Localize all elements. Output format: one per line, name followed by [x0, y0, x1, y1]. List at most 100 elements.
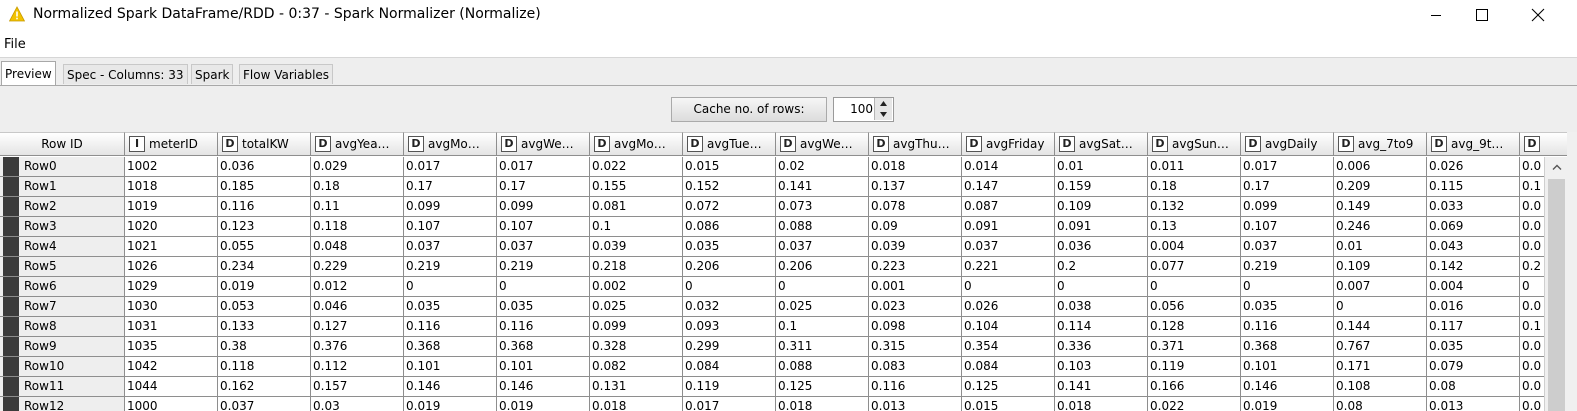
table-cell[interactable]: 0.162 [218, 377, 311, 397]
table-cell[interactable]: 0.081 [590, 197, 683, 217]
table-cell[interactable]: 0.219 [404, 257, 497, 277]
cache-rows-spinner[interactable]: 100 [833, 97, 894, 122]
menu-file[interactable]: File [4, 37, 26, 52]
table-cell[interactable]: 0 [497, 277, 590, 297]
table-cell[interactable]: 0.354 [962, 337, 1055, 357]
table-cell[interactable]: 0.037 [218, 397, 311, 411]
table-cell[interactable]: 0.036 [218, 157, 311, 177]
table-cell[interactable]: 0.125 [776, 377, 869, 397]
table-cell[interactable]: 1030 [125, 297, 218, 317]
table-cell[interactable]: 0.13 [1148, 217, 1241, 237]
table-cell[interactable]: 1020 [125, 217, 218, 237]
table-cell[interactable]: 0.18 [311, 177, 404, 197]
table-cell[interactable]: 0.246 [1334, 217, 1427, 237]
table-cell[interactable]: 0.234 [218, 257, 311, 277]
table-cell[interactable]: 0.17 [497, 177, 590, 197]
table-cell[interactable]: 1029 [125, 277, 218, 297]
table-cell[interactable]: 0.171 [1334, 357, 1427, 377]
table-cell[interactable]: 0.082 [590, 357, 683, 377]
table-cell[interactable]: 0.025 [590, 297, 683, 317]
row-id-cell[interactable]: Row7 [0, 297, 125, 317]
row-id-cell[interactable]: Row6 [0, 277, 125, 297]
table-cell[interactable]: 0.137 [869, 177, 962, 197]
table-cell[interactable]: 0.118 [218, 357, 311, 377]
table-cell[interactable]: 0.311 [776, 337, 869, 357]
table-cell[interactable]: 0.017 [497, 157, 590, 177]
table-cell[interactable]: 0.1 [590, 217, 683, 237]
table-cell[interactable]: 0.152 [683, 177, 776, 197]
table-cell[interactable]: 0.119 [683, 377, 776, 397]
row-id-cell[interactable]: Row3 [0, 217, 125, 237]
table-cell[interactable]: 0.007 [1334, 277, 1427, 297]
row-id-cell[interactable]: Row5 [0, 257, 125, 277]
table-cell[interactable]: 1044 [125, 377, 218, 397]
table-cell[interactable]: 0.035 [497, 297, 590, 317]
row-id-cell[interactable]: Row0 [0, 157, 125, 177]
table-cell[interactable]: 0.093 [683, 317, 776, 337]
table-cell[interactable]: 0.206 [776, 257, 869, 277]
table-cell[interactable]: 0.029 [311, 157, 404, 177]
table-cell[interactable]: 0.107 [404, 217, 497, 237]
table-cell[interactable]: 0.223 [869, 257, 962, 277]
table-cell[interactable]: 0.157 [311, 377, 404, 397]
table-cell[interactable]: 0.109 [1334, 257, 1427, 277]
table-cell[interactable]: 0.03 [311, 397, 404, 411]
table-cell[interactable]: 0.128 [1148, 317, 1241, 337]
row-id-cell[interactable]: Row8 [0, 317, 125, 337]
maximize-button[interactable] [1459, 0, 1505, 30]
table-cell[interactable]: 0.108 [1334, 377, 1427, 397]
table-cell[interactable]: 0.18 [1148, 177, 1241, 197]
table-cell[interactable]: 0.019 [218, 277, 311, 297]
table-cell[interactable]: 0.012 [311, 277, 404, 297]
table-cell[interactable]: 0 [1334, 297, 1427, 317]
table-cell[interactable]: 0.115 [1427, 177, 1520, 197]
cache-rows-value[interactable]: 100 [850, 102, 873, 116]
table-cell[interactable]: 0.159 [1055, 177, 1148, 197]
table-cell[interactable]: 0.098 [869, 317, 962, 337]
cache-rows-button[interactable]: Cache no. of rows: [671, 97, 827, 122]
table-cell[interactable]: 0.019 [497, 397, 590, 411]
table-cell[interactable]: 0.019 [1241, 397, 1334, 411]
table-cell[interactable]: 0.219 [1241, 257, 1334, 277]
table-cell[interactable]: 0.08 [1427, 377, 1520, 397]
table-cell[interactable]: 0.039 [590, 237, 683, 257]
table-cell[interactable]: 0.116 [1241, 317, 1334, 337]
table-cell[interactable]: 0.315 [869, 337, 962, 357]
table-cell[interactable]: 0.109 [1055, 197, 1148, 217]
table-cell[interactable]: 0.037 [404, 237, 497, 257]
table-cell[interactable]: 0.001 [869, 277, 962, 297]
table-cell[interactable]: 1035 [125, 337, 218, 357]
table-cell[interactable]: 0.116 [497, 317, 590, 337]
table-cell[interactable]: 0.069 [1427, 217, 1520, 237]
table-cell[interactable]: 0.147 [962, 177, 1055, 197]
table-cell[interactable]: 0.133 [218, 317, 311, 337]
table-cell[interactable]: 0.206 [683, 257, 776, 277]
row-id-cell[interactable]: Row9 [0, 337, 125, 357]
table-cell[interactable]: 0.368 [497, 337, 590, 357]
table-cell[interactable]: 0.023 [869, 297, 962, 317]
table-cell[interactable]: 0.328 [590, 337, 683, 357]
table-cell[interactable]: 0.146 [404, 377, 497, 397]
spinner-down-button[interactable] [874, 109, 892, 120]
table-cell[interactable]: 1019 [125, 197, 218, 217]
table-cell[interactable]: 0.017 [1241, 157, 1334, 177]
tab-spec[interactable]: Spec - Columns: 33 [63, 64, 188, 84]
table-cell[interactable]: 0.035 [1241, 297, 1334, 317]
table-cell[interactable]: 0.368 [404, 337, 497, 357]
table-cell[interactable]: 0.116 [404, 317, 497, 337]
table-cell[interactable]: 0.38 [218, 337, 311, 357]
table-cell[interactable]: 1026 [125, 257, 218, 277]
table-cell[interactable]: 0.091 [1055, 217, 1148, 237]
tab-preview[interactable]: Preview [1, 61, 56, 85]
table-cell[interactable]: 0.146 [497, 377, 590, 397]
table-cell[interactable]: 0.229 [311, 257, 404, 277]
table-cell[interactable]: 0 [404, 277, 497, 297]
table-cell[interactable]: 0 [1241, 277, 1334, 297]
table-cell[interactable]: 0.112 [311, 357, 404, 377]
close-button[interactable] [1515, 0, 1561, 30]
table-cell[interactable]: 0.299 [683, 337, 776, 357]
